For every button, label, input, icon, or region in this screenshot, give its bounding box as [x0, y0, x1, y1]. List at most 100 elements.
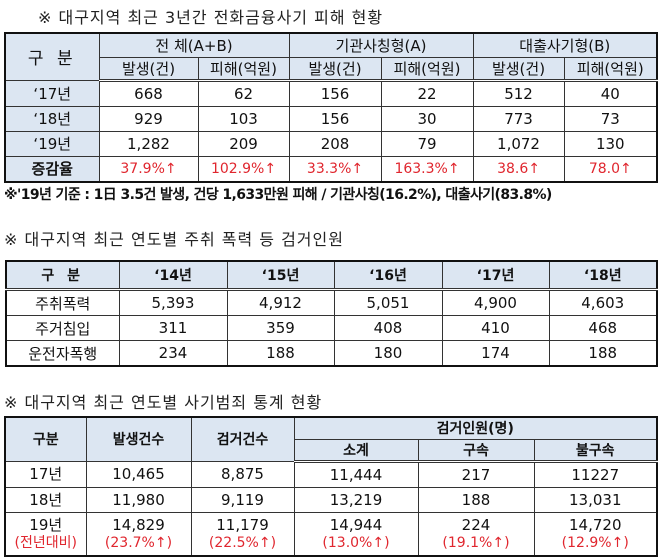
cell: 408	[333, 315, 443, 341]
header-sub: 불구속	[533, 438, 658, 463]
row-label-change: (전년대비)	[14, 534, 77, 551]
cell-value: 14,944	[329, 515, 383, 534]
cell: 13,031	[533, 486, 658, 513]
cell: 8,875	[190, 460, 295, 488]
phone-fraud-table: 구 분 전 체(A+B) 기관사칭형(A) 대출사기형(B) 발생(건) 피해(…	[4, 32, 659, 183]
row-label: 운전자폭행	[5, 340, 120, 367]
cell: 224 (19.1%↑)	[417, 511, 535, 557]
cell: 188	[226, 340, 335, 367]
cell: 103	[197, 105, 290, 132]
cell: 1,282	[98, 130, 199, 157]
table-row: ‘18년 929 103 156 30 773 73	[4, 105, 658, 132]
cell: 217	[417, 460, 535, 488]
table-row: 18년 11,980 9,119 13,219 188 13,031	[4, 486, 658, 513]
cell: 4,603	[548, 289, 658, 316]
header-sub: 발생(건)	[472, 56, 565, 82]
cell: 62	[197, 79, 290, 107]
table-row: 19년 (전년대비) 14,829 (23.7%↑) 11,179 (22.5%…	[4, 511, 658, 557]
cell: 14,829 (23.7%↑)	[85, 511, 192, 557]
rate-cell: 163.3%↑	[380, 155, 474, 182]
header-sub: 소계	[293, 438, 419, 463]
row-label-year: 19년	[29, 515, 63, 534]
cell-value: 224	[461, 515, 491, 534]
header-arrested-cases: 검거건수	[190, 416, 295, 462]
fraud-stats-table: 구분 발생건수 검거건수 검거인원(명) 소계 구속 불구속 17년 10,46…	[4, 416, 658, 557]
cell: 5,393	[118, 289, 228, 316]
header-group-arrested-persons: 검거인원(명)	[293, 416, 658, 440]
header-sub: 피해(억원)	[380, 56, 474, 82]
section1-title: ※ 대구지역 최근 3년간 전화금융사기 피해 현황	[38, 8, 384, 27]
header-sub: 발생(건)	[98, 56, 199, 82]
cell-value: 14,829	[112, 515, 165, 534]
cell: 234	[118, 340, 228, 367]
cell: 156	[288, 105, 382, 132]
cell: 10,465	[85, 460, 192, 488]
header-sub: 구속	[417, 438, 535, 463]
header-year: ‘16년	[333, 260, 443, 291]
row-label: ‘18년	[4, 105, 100, 132]
cell: 208	[288, 130, 382, 157]
row-label: ‘17년	[4, 79, 100, 107]
rate-cell: 102.9%↑	[197, 155, 290, 182]
header-group-loan: 대출사기형(B)	[472, 32, 658, 58]
cell: 73	[563, 105, 658, 132]
cell: 4,900	[441, 289, 550, 316]
cell-change: (12.9%↑)	[561, 534, 629, 551]
cell: 773	[472, 105, 565, 132]
header-year: ‘15년	[226, 260, 335, 291]
cell: 180	[333, 340, 443, 367]
row-label: 주거침입	[5, 315, 120, 341]
header-year: ‘18년	[548, 260, 658, 291]
cell: 9,119	[190, 486, 295, 513]
cell: 188	[417, 486, 535, 513]
cell: 30	[380, 105, 474, 132]
cell: 410	[441, 315, 550, 341]
header-year: ‘17년	[441, 260, 550, 291]
header-category: 구 분	[5, 260, 120, 291]
cell: 130	[563, 130, 658, 157]
cell: 929	[98, 105, 199, 132]
rate-cell: 38.6↑	[472, 155, 565, 182]
rate-cell: 78.0↑	[563, 155, 658, 182]
table-row: 주거침입 311 359 408 410 468	[5, 315, 658, 341]
rate-cell: 33.3%↑	[288, 155, 382, 182]
header-sub: 피해(억원)	[563, 56, 658, 82]
cell: 188	[548, 340, 658, 367]
section1-note: ※'19년 기준 : 1日 3.5건 발생, 건당 1,633만원 피해 / 기…	[4, 187, 552, 203]
cell: 14,944 (13.0%↑)	[293, 511, 419, 557]
cell: 4,912	[226, 289, 335, 316]
cell-change: (22.5%↑)	[208, 534, 277, 551]
cell-value: 14,720	[569, 515, 622, 534]
row-label: 증감율	[4, 155, 100, 182]
row-label: 18년	[4, 486, 87, 513]
cell: 209	[197, 130, 290, 157]
header-category: 구 분	[4, 32, 100, 81]
cell-change: (13.0%↑)	[322, 534, 390, 551]
row-label: 주취폭력	[5, 289, 120, 316]
row-label: ‘19년	[4, 130, 100, 157]
section2-title: ※ 대구지역 최근 연도별 주취 폭력 등 검거인원	[4, 230, 344, 249]
cell: 156	[288, 79, 382, 107]
header-sub: 피해(억원)	[197, 56, 290, 82]
header-category: 구분	[4, 416, 87, 462]
cell: 11,179 (22.5%↑)	[190, 511, 295, 557]
header-group-impersonation: 기관사칭형(A)	[288, 32, 474, 58]
row-label: 17년	[4, 460, 87, 488]
table-row: 주취폭력 5,393 4,912 5,051 4,900 4,603	[5, 289, 658, 316]
cell: 1,072	[472, 130, 565, 157]
cell-value: 11,179	[216, 515, 269, 534]
header-year: ‘14년	[118, 260, 228, 291]
cell: 13,219	[293, 486, 419, 513]
header-sub: 발생(건)	[288, 56, 382, 82]
cell: 311	[118, 315, 228, 341]
cell: 11,980	[85, 486, 192, 513]
cell-change: (23.7%↑)	[104, 534, 173, 551]
rate-row: 증감율 37.9%↑ 102.9%↑ 33.3%↑ 163.3%↑ 38.6↑ …	[4, 155, 658, 182]
cell: 468	[548, 315, 658, 341]
drunk-violence-table: 구 분 ‘14년 ‘15년 ‘16년 ‘17년 ‘18년 주취폭력 5,393 …	[5, 260, 658, 367]
cell-change: (19.1%↑)	[442, 534, 510, 551]
cell: 5,051	[333, 289, 443, 316]
rate-cell: 37.9%↑	[98, 155, 199, 182]
cell: 79	[380, 130, 474, 157]
table-row: ‘17년 668 62 156 22 512 40	[4, 79, 658, 107]
